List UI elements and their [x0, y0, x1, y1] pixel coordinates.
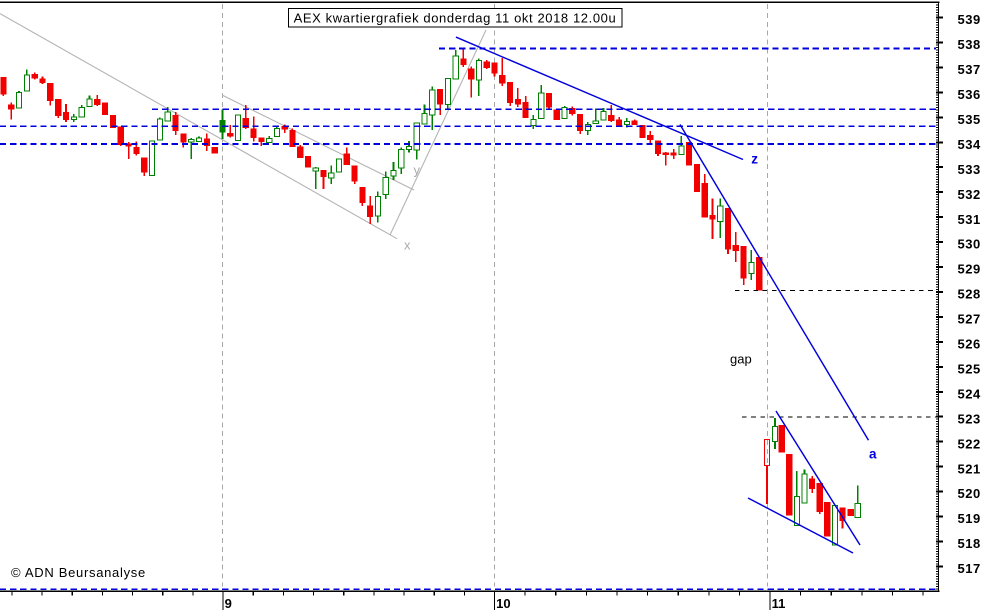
svg-text:539: 539	[957, 12, 980, 27]
svg-text:10: 10	[496, 596, 510, 610]
svg-text:518: 518	[957, 536, 980, 551]
svg-text:a: a	[869, 447, 877, 462]
svg-text:535: 535	[957, 112, 980, 127]
svg-text:© ADN Beursanalyse: © ADN Beursanalyse	[11, 565, 146, 580]
svg-text:x: x	[404, 238, 411, 253]
svg-text:519: 519	[957, 511, 980, 526]
svg-text:9: 9	[225, 596, 232, 610]
svg-text:536: 536	[957, 87, 980, 102]
svg-text:gap: gap	[730, 352, 752, 367]
svg-text:y: y	[414, 163, 421, 178]
svg-text:526: 526	[957, 337, 980, 352]
svg-text:522: 522	[957, 436, 980, 451]
svg-text:529: 529	[957, 262, 980, 277]
svg-text:530: 530	[957, 237, 980, 252]
svg-text:517: 517	[957, 561, 980, 576]
svg-text:520: 520	[957, 486, 980, 501]
svg-text:521: 521	[957, 461, 980, 476]
svg-text:532: 532	[957, 187, 980, 202]
svg-text:523: 523	[957, 411, 980, 426]
svg-text:534: 534	[957, 137, 980, 152]
svg-text:z: z	[751, 152, 758, 167]
svg-text:528: 528	[957, 287, 980, 302]
svg-text:525: 525	[957, 362, 980, 377]
svg-text:531: 531	[957, 212, 980, 227]
svg-text:11: 11	[772, 596, 786, 610]
svg-text:533: 533	[957, 162, 980, 177]
svg-text:527: 527	[957, 312, 980, 327]
svg-text:524: 524	[957, 386, 980, 401]
svg-text:AEX kwartiergrafiek donderdag: AEX kwartiergrafiek donderdag 11 okt 201…	[294, 11, 617, 26]
svg-text:538: 538	[957, 37, 980, 52]
svg-text:537: 537	[957, 62, 980, 77]
